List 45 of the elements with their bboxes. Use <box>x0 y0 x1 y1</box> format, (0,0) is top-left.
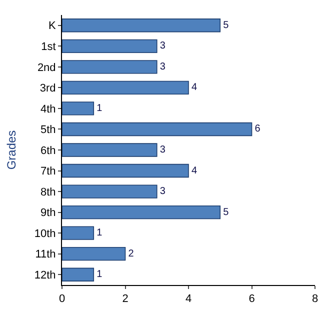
data-label: 3 <box>160 186 166 198</box>
y-tick-label: 2nd <box>37 62 56 74</box>
x-tick-label: 4 <box>185 293 192 306</box>
data-label: 4 <box>192 165 198 176</box>
bar <box>62 247 126 261</box>
bar <box>62 60 158 74</box>
y-tick-label: 7th <box>40 166 56 178</box>
bar <box>62 268 94 282</box>
data-label: 1 <box>96 269 103 280</box>
data-label: 5 <box>223 206 230 218</box>
y-tick-label: 6th <box>40 144 56 157</box>
data-label: 4 <box>192 82 198 94</box>
data-label: 5 <box>223 20 230 31</box>
data-label: 1 <box>96 102 103 114</box>
y-tick-label: 3rd <box>40 82 56 95</box>
y-tick-label: 12th <box>34 269 56 282</box>
bar <box>62 18 221 32</box>
bar <box>62 184 158 198</box>
y-tick-label: 10th <box>34 228 56 240</box>
data-label: 3 <box>160 40 166 52</box>
y-tick-label: 11th <box>35 248 56 261</box>
bar <box>62 80 189 95</box>
bar <box>62 143 158 157</box>
y-tick-label: 4th <box>40 103 56 116</box>
bar <box>62 122 252 136</box>
y-tick-label: 9th <box>40 207 56 220</box>
data-label: 3 <box>160 61 166 72</box>
y-tick-label: 8th <box>40 186 56 198</box>
bar <box>62 226 94 240</box>
x-tick-label: 2 <box>122 293 128 306</box>
x-tick-label: 6 <box>248 293 255 306</box>
y-tick-label: K <box>48 20 56 32</box>
data-label: 3 <box>160 144 166 156</box>
bar <box>62 39 158 53</box>
data-label: 6 <box>254 124 261 135</box>
y-axis-title: Grades <box>4 130 19 170</box>
data-label: 1 <box>96 228 103 239</box>
y-tick-label: 1st <box>41 41 56 53</box>
bar <box>62 102 94 116</box>
y-tick-label: 5th <box>40 124 56 136</box>
x-tick-label: 0 <box>58 293 66 306</box>
x-tick-label: 8 <box>312 293 318 306</box>
data-label: 2 <box>128 248 134 260</box>
bar <box>62 164 189 178</box>
bar <box>62 205 221 220</box>
